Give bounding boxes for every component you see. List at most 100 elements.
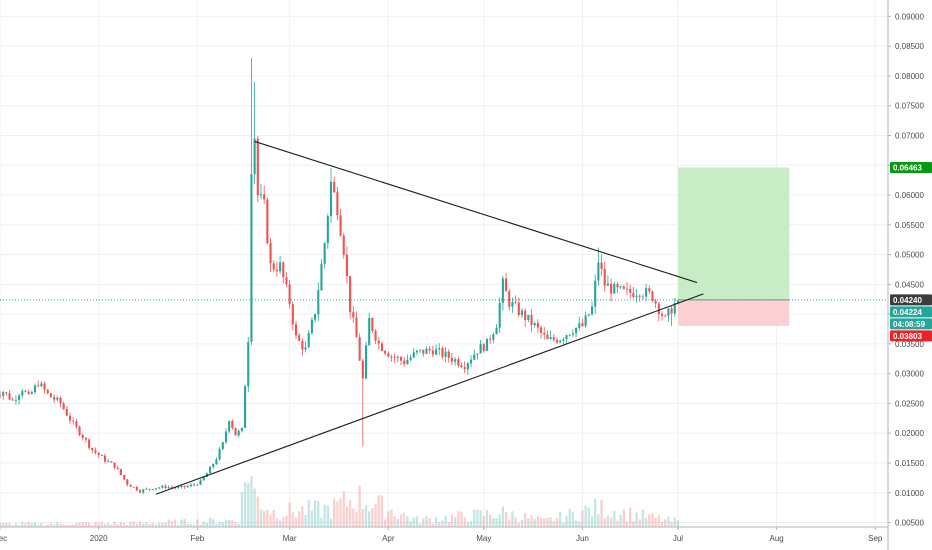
candle-body bbox=[75, 421, 78, 427]
volume-bar bbox=[199, 524, 202, 527]
time-tick-label: Jun bbox=[576, 534, 589, 543]
price-tag-label: 0.04240 bbox=[893, 296, 922, 305]
volume-bar bbox=[116, 524, 119, 527]
volume-bar bbox=[317, 501, 320, 527]
volume-bar bbox=[438, 522, 441, 527]
volume-bar bbox=[256, 496, 259, 527]
candle-body bbox=[457, 359, 460, 366]
volume-bar bbox=[24, 523, 27, 527]
volume-bar bbox=[504, 512, 508, 527]
price-tick-label: 0.09000 bbox=[895, 12, 924, 21]
candle-body bbox=[275, 269, 278, 272]
candle-body bbox=[94, 450, 97, 453]
candle-body bbox=[212, 464, 215, 468]
candle-body bbox=[514, 302, 517, 303]
volume-bar bbox=[145, 522, 148, 527]
volume-bar bbox=[508, 519, 511, 527]
volume-bar bbox=[676, 520, 680, 527]
volume-bar bbox=[428, 518, 431, 527]
price-axis[interactable]: 0.00500 0.01000 0.01500 0.02000 0.02500 0.030… bbox=[887, 0, 924, 550]
candle-body bbox=[307, 333, 310, 348]
candle-body bbox=[562, 339, 565, 341]
price-tags: 0.06463 0.04240 0.04224 04:08:59 0.03803 bbox=[890, 161, 932, 342]
volume-bar bbox=[533, 518, 536, 527]
volume-bar bbox=[482, 516, 485, 527]
trendline-resistance[interactable] bbox=[254, 140, 698, 284]
volume-bar bbox=[648, 514, 651, 527]
volume-bar bbox=[231, 520, 234, 527]
volume-bar bbox=[202, 521, 205, 527]
candle-body bbox=[508, 291, 511, 307]
candle-body bbox=[476, 353, 479, 355]
volume-bar bbox=[224, 519, 228, 527]
candle-body bbox=[578, 323, 581, 328]
candle-body bbox=[438, 348, 441, 350]
volume-bar bbox=[291, 512, 294, 527]
candle-body bbox=[329, 181, 333, 217]
volume-bar bbox=[568, 508, 571, 527]
volume-bar bbox=[562, 522, 565, 527]
price-tag-bg bbox=[890, 306, 932, 318]
candle-body bbox=[415, 350, 418, 353]
price-tick-label: 0.06000 bbox=[895, 191, 924, 200]
candle-body bbox=[107, 461, 110, 463]
candle-body bbox=[358, 337, 361, 361]
candle-body bbox=[485, 338, 489, 351]
profit-zone[interactable] bbox=[677, 167, 790, 300]
volume-bar bbox=[393, 516, 396, 527]
candle-body bbox=[587, 314, 590, 316]
time-axis[interactable]: Dec 2020 Feb Mar Apr May Jun Jul Aug Sep bbox=[0, 526, 888, 543]
candle-body bbox=[135, 487, 138, 491]
candle-body bbox=[543, 332, 546, 335]
volume-bar bbox=[208, 517, 212, 527]
candle-body bbox=[256, 138, 259, 196]
candle-body bbox=[361, 360, 364, 379]
candle-body bbox=[530, 314, 533, 326]
stop-loss-zone[interactable] bbox=[677, 299, 790, 326]
volume-bar bbox=[565, 516, 568, 527]
candle-body bbox=[333, 181, 336, 193]
volume-bar bbox=[479, 510, 482, 527]
price-tag-bg bbox=[890, 294, 932, 306]
volume-bar bbox=[635, 512, 638, 527]
volume-bar bbox=[473, 509, 476, 527]
candle-body bbox=[304, 347, 307, 350]
volume-bar bbox=[250, 476, 253, 527]
trendlines[interactable] bbox=[0, 140, 888, 495]
long-position-tool[interactable] bbox=[677, 167, 790, 326]
candle-body bbox=[517, 302, 520, 315]
volume-bar bbox=[670, 521, 673, 527]
volume-bar bbox=[489, 514, 492, 527]
candle-body bbox=[466, 363, 469, 370]
price-tag-bg bbox=[890, 161, 932, 173]
volume-bar bbox=[170, 520, 174, 527]
candle-body bbox=[495, 327, 498, 335]
volume-bar bbox=[46, 524, 49, 527]
candle-body bbox=[2, 392, 5, 396]
price-tag-bg bbox=[890, 330, 932, 342]
volume-bar bbox=[154, 524, 158, 527]
price-tag-label: 04:08:59 bbox=[893, 320, 926, 329]
candle-body bbox=[224, 431, 228, 443]
candle-body bbox=[597, 262, 600, 281]
candle-body bbox=[670, 308, 673, 314]
volume-bar bbox=[425, 516, 428, 527]
candle-body bbox=[632, 292, 635, 297]
candle-body bbox=[49, 393, 52, 398]
volume-bar bbox=[193, 524, 196, 527]
candle-body bbox=[575, 327, 578, 334]
candle-body bbox=[641, 296, 644, 298]
volume-bar bbox=[345, 506, 349, 527]
candle-body bbox=[0, 395, 2, 397]
trendline-support[interactable] bbox=[155, 293, 704, 495]
candle-body bbox=[65, 408, 68, 416]
volume-bar bbox=[466, 521, 470, 527]
candle-body bbox=[240, 427, 243, 431]
volume-bar bbox=[578, 521, 581, 527]
candle-body bbox=[606, 283, 609, 286]
candle-body bbox=[244, 386, 247, 428]
volume-bar bbox=[78, 522, 81, 527]
volume-bar bbox=[431, 523, 435, 527]
